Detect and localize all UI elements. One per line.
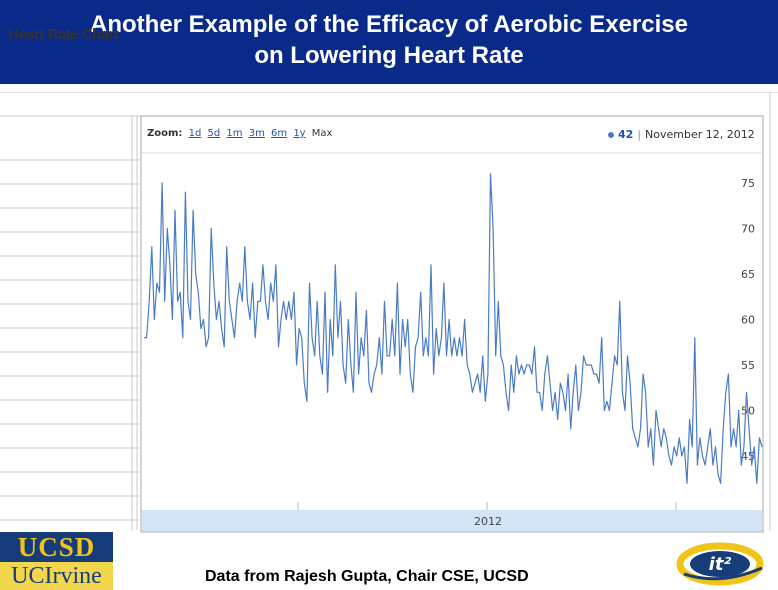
sheet-title: Heart Rate Chart — [8, 26, 119, 43]
ucsd-logo: UCSD — [0, 532, 113, 562]
readout-separator: | — [637, 128, 642, 141]
it2-logo: it² — [676, 542, 764, 586]
x-axis-label: 2012 — [474, 515, 502, 528]
series-dot-icon — [608, 132, 614, 138]
slide-title-bar: Another Example of the Efficacy of Aerob… — [0, 0, 778, 84]
zoom-toolbar: Zoom: 1d 5d 1m 3m 6m 1y Max — [147, 128, 332, 139]
ucirvine-logo: UCIrvine — [0, 562, 113, 590]
it2-logo-body — [690, 551, 750, 577]
readout-date: November 12, 2012 — [645, 128, 755, 141]
zoom-6m-link[interactable]: 6m — [271, 128, 288, 139]
it2-logo-swoosh — [683, 566, 763, 581]
zoom-max-link[interactable]: Max — [311, 128, 333, 139]
zoom-3m-link[interactable]: 3m — [248, 128, 265, 139]
it2-logo-text: it² — [709, 554, 732, 575]
spreadsheet-area — [0, 92, 778, 530]
navigator-bar — [142, 510, 762, 531]
it2-logo-ring — [676, 542, 764, 586]
readout-value: 42 — [618, 128, 634, 141]
y-tick-label: 75 — [741, 177, 755, 190]
y-tick-label: 60 — [741, 314, 755, 327]
zoom-1m-link[interactable]: 1m — [226, 128, 243, 139]
chart-frame — [140, 115, 764, 533]
data-source-caption: Data from Rajesh Gupta, Chair CSE, UCSD — [205, 568, 529, 585]
zoom-label: Zoom: — [147, 128, 183, 139]
zoom-5d-link[interactable]: 5d — [207, 128, 221, 139]
zoom-1d-link[interactable]: 1d — [188, 128, 202, 139]
heart-rate-series-line — [144, 173, 763, 484]
slide-title-line-2: on Lowering Heart Rate — [254, 42, 524, 69]
zoom-1y-link[interactable]: 1y — [293, 128, 306, 139]
y-tick-label: 70 — [741, 223, 755, 236]
spreadsheet-grid — [0, 92, 778, 530]
y-tick-label: 65 — [741, 268, 755, 281]
y-tick-label: 55 — [741, 359, 755, 372]
slide-title-line-1: Another Example of the Efficacy of Aerob… — [90, 11, 688, 38]
hover-readout: 42 | November 12, 2012 — [608, 128, 755, 141]
